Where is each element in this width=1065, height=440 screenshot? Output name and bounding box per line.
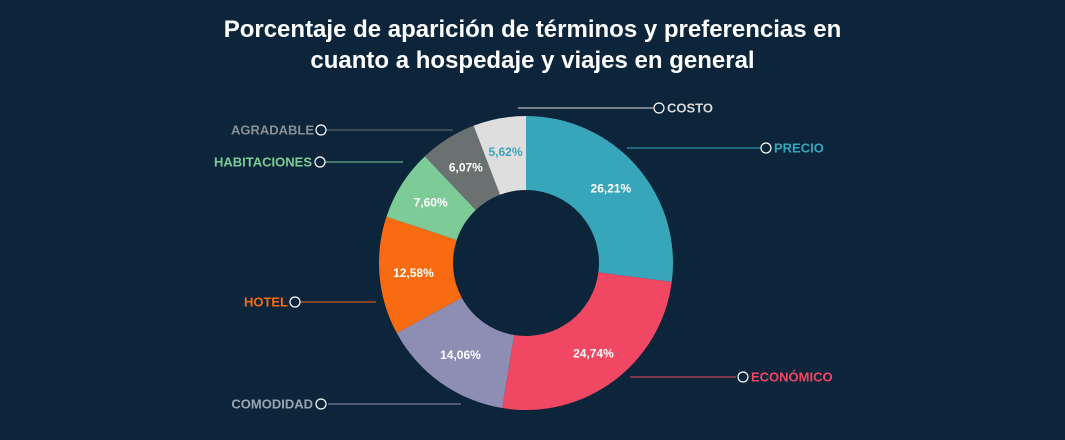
slice-habitaciones	[386, 156, 476, 241]
category-label-comodidad: COMODIDAD	[231, 397, 313, 412]
value-label-agradable: 6,07%	[449, 160, 483, 174]
slice-economico	[502, 272, 672, 411]
value-label-economico: 24,74%	[573, 347, 614, 361]
callout-marker-economico	[737, 371, 749, 383]
slice-agradable	[424, 125, 500, 210]
category-label-costo: COSTO	[667, 101, 713, 116]
callout-marker-agradable	[315, 124, 327, 136]
callout-marker-comodidad	[315, 398, 327, 410]
category-label-agradable: AGRADABLE	[231, 123, 314, 138]
value-label-habitaciones: 7,60%	[414, 195, 448, 209]
category-label-economico: ECONÓMICO	[751, 370, 833, 385]
chart-title-line-2: cuanto a hospedaje y viajes en general	[310, 47, 755, 74]
slice-costo	[473, 116, 526, 195]
callout-marker-costo	[653, 102, 665, 114]
category-label-hotel: HOTEL	[244, 295, 288, 310]
category-label-habitaciones: HABITACIONES	[214, 155, 312, 170]
callout-marker-hotel	[289, 296, 301, 308]
value-label-comodidad: 14,06%	[440, 348, 481, 362]
chart-title-line-1: Porcentaje de aparición de términos y pr…	[223, 16, 842, 43]
slice-precio	[526, 116, 673, 282]
callout-marker-habitaciones	[314, 156, 326, 168]
category-label-precio: PRECIO	[774, 141, 824, 156]
value-label-hotel: 12,58%	[393, 266, 434, 280]
donut-hole	[453, 190, 599, 336]
value-label-precio: 26,21%	[591, 181, 632, 195]
slice-comodidad	[396, 297, 515, 409]
value-label-costo: 5,62%	[489, 145, 523, 159]
slice-hotel	[379, 216, 462, 333]
callout-marker-precio	[760, 142, 772, 154]
chart-title: Porcentaje de aparición de términos y pr…	[0, 14, 1065, 76]
